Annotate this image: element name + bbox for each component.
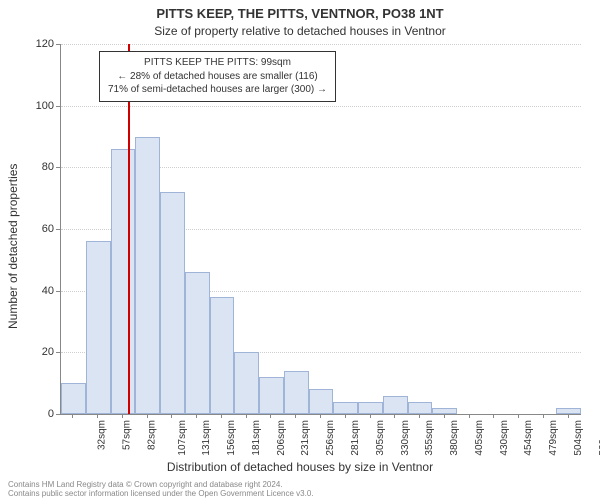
annotation-box: PITTS KEEP THE PITTS: 99sqm ← 28% of det… bbox=[99, 51, 336, 102]
histogram-bar bbox=[61, 383, 86, 414]
histogram-bar bbox=[210, 297, 235, 414]
footer-line-1: Contains HM Land Registry data © Crown c… bbox=[8, 480, 314, 489]
xtick-label: 405sqm bbox=[474, 420, 485, 456]
histogram-bar bbox=[284, 371, 309, 414]
histogram-bar bbox=[160, 192, 185, 414]
histogram-bar bbox=[432, 408, 457, 414]
xtick-label: 57sqm bbox=[122, 420, 133, 450]
chart-container: PITTS KEEP, THE PITTS, VENTNOR, PO38 1NT… bbox=[0, 0, 600, 500]
xtick-label: 107sqm bbox=[177, 420, 188, 456]
histogram-bar bbox=[86, 241, 111, 414]
xtick-label: 256sqm bbox=[325, 420, 336, 456]
ytick-label: 20 bbox=[14, 346, 54, 358]
ytick-label: 120 bbox=[14, 38, 54, 50]
x-axis-label: Distribution of detached houses by size … bbox=[0, 460, 600, 474]
footer-line-2: Contains public sector information licen… bbox=[8, 489, 314, 498]
xtick-label: 206sqm bbox=[276, 420, 287, 456]
xtick-label: 131sqm bbox=[202, 420, 213, 456]
histogram-bar bbox=[234, 352, 259, 414]
ytick-label: 60 bbox=[14, 223, 54, 235]
xtick-label: 32sqm bbox=[97, 420, 108, 450]
xtick-label: 504sqm bbox=[573, 420, 584, 456]
annotation-line-2: ← 28% of detached houses are smaller (11… bbox=[108, 70, 327, 84]
ytick-label: 80 bbox=[14, 161, 54, 173]
y-axis-label: Number of detached properties bbox=[6, 164, 20, 329]
footer-attribution: Contains HM Land Registry data © Crown c… bbox=[8, 480, 314, 498]
histogram-bar bbox=[111, 149, 136, 414]
histogram-bar bbox=[185, 272, 210, 414]
annotation-line-1: PITTS KEEP THE PITTS: 99sqm bbox=[108, 56, 327, 70]
chart-title-sub: Size of property relative to detached ho… bbox=[0, 24, 600, 38]
xtick-label: 281sqm bbox=[350, 420, 361, 456]
histogram-bar bbox=[135, 137, 160, 415]
xtick-label: 82sqm bbox=[146, 420, 157, 450]
histogram-bar bbox=[556, 408, 581, 414]
xtick-label: 380sqm bbox=[449, 420, 460, 456]
ytick-label: 100 bbox=[14, 100, 54, 112]
xtick-label: 430sqm bbox=[499, 420, 510, 456]
xtick-label: 231sqm bbox=[301, 420, 312, 456]
xtick-label: 454sqm bbox=[523, 420, 534, 456]
gridline-h bbox=[61, 44, 581, 45]
histogram-bar bbox=[333, 402, 358, 414]
xtick-label: 181sqm bbox=[251, 420, 262, 456]
chart-title-main: PITTS KEEP, THE PITTS, VENTNOR, PO38 1NT bbox=[0, 6, 600, 21]
xtick-label: 156sqm bbox=[226, 420, 237, 456]
histogram-bar bbox=[358, 402, 383, 414]
ytick-label: 0 bbox=[14, 408, 54, 420]
histogram-bar bbox=[309, 389, 334, 414]
ytick-label: 40 bbox=[14, 285, 54, 297]
xtick-label: 330sqm bbox=[400, 420, 411, 456]
gridline-h bbox=[61, 106, 581, 107]
xtick-label: 355sqm bbox=[424, 420, 435, 456]
xtick-label: 305sqm bbox=[375, 420, 386, 456]
histogram-bar bbox=[259, 377, 284, 414]
histogram-bar bbox=[408, 402, 433, 414]
annotation-line-3: 71% of semi-detached houses are larger (… bbox=[108, 83, 327, 97]
xtick-label: 479sqm bbox=[548, 420, 559, 456]
histogram-bar bbox=[383, 396, 408, 415]
